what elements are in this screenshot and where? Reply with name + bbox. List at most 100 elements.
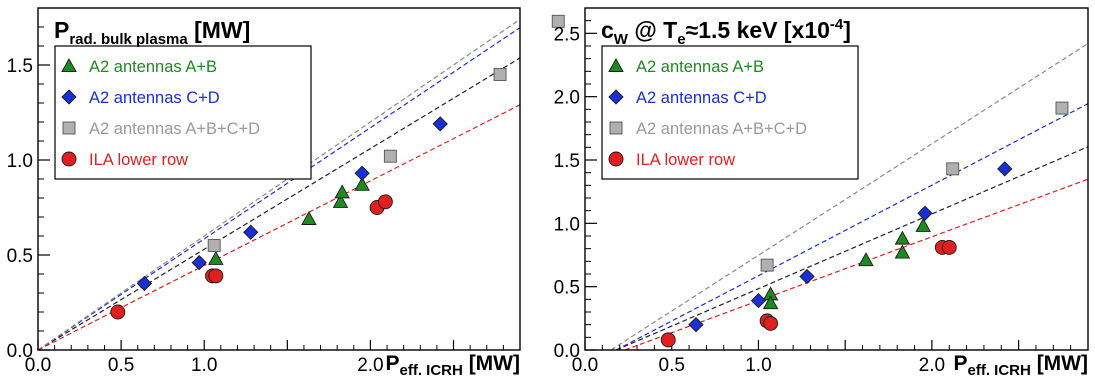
- legend-box: [54, 45, 312, 180]
- x-tick-label: 0.0: [572, 355, 598, 376]
- y-tick-label: 0.0: [7, 341, 33, 362]
- series-square: [207, 14, 565, 252]
- fit-line-1: [38, 26, 520, 350]
- fit-lines: [38, 18, 520, 350]
- legend-marker: [61, 151, 77, 167]
- legend-label: A2 antennas A+B: [89, 58, 217, 76]
- fit-lines: [610, 42, 1088, 350]
- data-point: [688, 317, 704, 333]
- data-point: [941, 239, 957, 255]
- legend-marker: [608, 151, 624, 167]
- fit-line-0: [615, 146, 1088, 350]
- series-circle: [110, 194, 393, 320]
- x-tick-label: 0.5: [108, 355, 134, 376]
- x-axis-label: Peff. ICRH [MW]: [386, 352, 521, 379]
- data-point: [301, 210, 317, 225]
- y-tick-label: 2.5: [554, 24, 580, 45]
- title-subscript: W: [614, 31, 629, 48]
- y-tick-label: 0.0: [554, 341, 580, 362]
- y-tick-label: 0.5: [554, 278, 580, 299]
- y-tick-label: 1.0: [7, 151, 33, 172]
- x-axis: 0.0 0.5 1.0 2.0: [572, 340, 1072, 376]
- title-subscript: rad. bulk plasma: [69, 31, 188, 48]
- data-point: [377, 194, 393, 210]
- legend-label: A2 antennas A+B+C+D: [89, 120, 260, 138]
- x-label-subscript: eff. ICRH: [968, 362, 1031, 379]
- title-text: ]: [843, 17, 851, 43]
- title-text: @ T: [628, 17, 677, 43]
- data-point: [243, 224, 259, 240]
- legend-label: A2 antennas A+B+C+D: [636, 120, 807, 138]
- x-label-unit: [MW]: [463, 352, 520, 375]
- data-point: [208, 268, 224, 284]
- x-tick-label: 1.0: [191, 355, 217, 376]
- title-text: ≈1.5 keV [x10: [686, 17, 830, 43]
- x-tick-label: 0.5: [659, 355, 685, 376]
- data-point: [334, 184, 350, 199]
- data-point: [354, 176, 370, 191]
- chart-title: Prad. bulk plasma [MW]: [54, 17, 250, 48]
- legend-label: A2 antennas A+B: [636, 58, 764, 76]
- data-point: [383, 149, 397, 163]
- data-point: [493, 68, 507, 81]
- x-tick-label: 0.0: [25, 355, 51, 376]
- legend-label: A2 antennas C+D: [636, 89, 767, 107]
- data-point: [551, 14, 565, 28]
- x-axis-label: Peff. ICRH [MW]: [954, 352, 1089, 379]
- title-text: c: [601, 17, 614, 43]
- x-axis: 0.0 0.5 1.0 2.0: [25, 340, 504, 376]
- fit-line-2: [38, 18, 520, 350]
- fit-line-1: [615, 102, 1088, 350]
- x-label-text: P: [954, 352, 968, 375]
- plot-frame: [584, 7, 1089, 351]
- data-point: [799, 268, 815, 285]
- title-superscript: -4: [830, 16, 844, 33]
- legend-label: ILA lower row: [636, 151, 735, 169]
- title-text: P: [54, 17, 69, 43]
- y-tick-label: 1.5: [7, 56, 33, 77]
- data-point: [750, 292, 767, 309]
- data-point: [191, 254, 207, 271]
- legend: A2 antennas A+B A2 antennas C+D A2 antenna…: [601, 45, 859, 180]
- legend-marker: [609, 121, 623, 135]
- data-point: [208, 250, 224, 265]
- x-label-text: P: [386, 352, 400, 375]
- data-point: [762, 295, 779, 310]
- data-point: [660, 332, 676, 348]
- chart-title: cW @ Te≈1.5 keV [x10-4]: [601, 16, 851, 48]
- data-point: [136, 275, 153, 292]
- legend-marker: [61, 58, 77, 73]
- legend: A2 antennas A+B A2 antennas C+D A2 antenna…: [54, 45, 312, 180]
- data-point: [207, 239, 221, 252]
- y-tick-label: 1.0: [554, 214, 580, 235]
- data-point: [946, 162, 960, 176]
- data-point: [760, 258, 774, 272]
- fit-line-0: [38, 57, 520, 350]
- data-point: [432, 116, 448, 132]
- series-triangle: [208, 176, 370, 265]
- data-point: [894, 244, 911, 259]
- chart-radiated-power: 0.0 0.5 1.0 2.00.00.51.01.5 A2 antennas A+BA…: [7, 7, 565, 379]
- y-tick-label: 0.5: [7, 246, 33, 267]
- series-diamond: [688, 161, 1013, 333]
- data-point: [997, 161, 1013, 177]
- chart-tungsten-concentration: 0.0 0.5 1.0 2.0 0.0 0.5 1.0 1.5 2.0 2.5 A2 antenna…: [554, 7, 1089, 379]
- data-point: [915, 217, 931, 232]
- data-point: [354, 165, 370, 181]
- data-point: [858, 252, 874, 267]
- series-circle: [660, 239, 957, 348]
- fit-line-3: [624, 178, 1088, 350]
- data-point: [110, 304, 126, 320]
- x-label-subscript: eff. ICRH: [400, 362, 463, 379]
- fit-line-3: [38, 104, 520, 350]
- data-point: [917, 205, 933, 221]
- title-unit: [MW]: [188, 17, 251, 43]
- x-label-unit: [MW]: [1031, 352, 1088, 375]
- legend-marker: [62, 121, 76, 135]
- legend-marker: [61, 89, 77, 105]
- legend-label: A2 antennas C+D: [89, 89, 220, 107]
- series-diamond: [136, 116, 448, 292]
- data-point: [1055, 101, 1069, 115]
- y-axis: 0.0 0.5 1.0 1.5: [7, 26, 50, 362]
